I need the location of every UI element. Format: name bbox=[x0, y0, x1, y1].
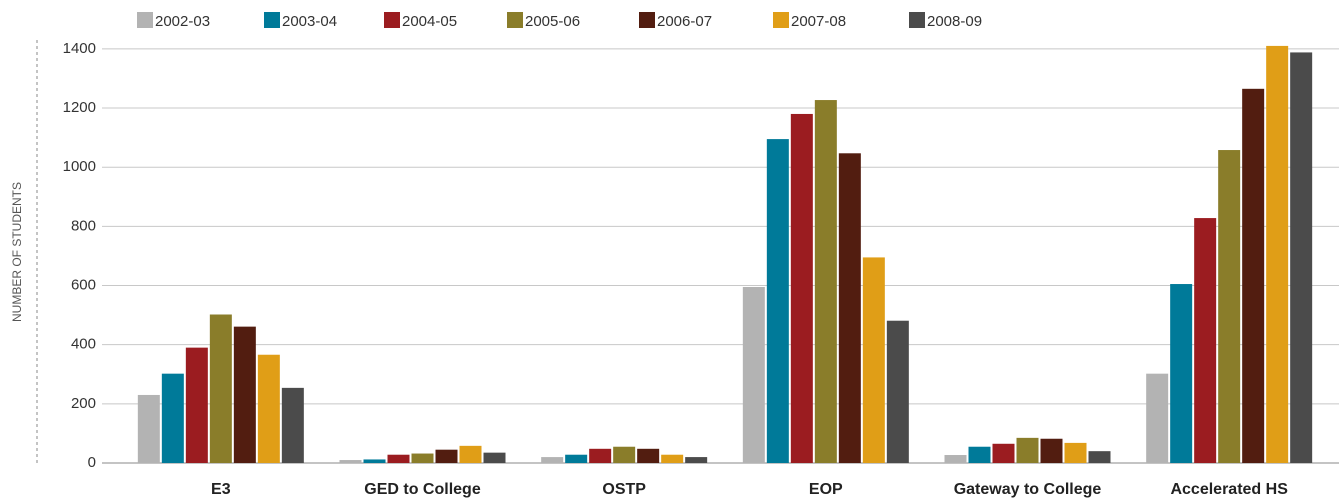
bar bbox=[1218, 150, 1241, 463]
y-tick-label: 200 bbox=[71, 395, 96, 412]
bar bbox=[363, 459, 386, 463]
bar bbox=[968, 446, 991, 463]
legend-label: 2006-07 bbox=[657, 13, 712, 30]
legend-label: 2007-08 bbox=[791, 13, 846, 30]
legend-label: 2008-09 bbox=[927, 13, 982, 30]
bar bbox=[1290, 52, 1313, 464]
x-tick-label: OSTP bbox=[602, 481, 646, 498]
bar bbox=[541, 457, 564, 463]
bar bbox=[1170, 284, 1193, 463]
bar bbox=[1194, 218, 1217, 463]
bar bbox=[1146, 373, 1169, 463]
bar bbox=[565, 454, 588, 463]
x-tick-label: GED to College bbox=[364, 481, 481, 498]
legend-swatch bbox=[909, 12, 925, 28]
bar bbox=[838, 153, 861, 463]
legend-swatch bbox=[384, 12, 400, 28]
legend-label: 2002-03 bbox=[155, 13, 210, 30]
y-tick-label: 800 bbox=[71, 217, 96, 234]
legend-label: 2005-06 bbox=[525, 13, 580, 30]
bar bbox=[483, 452, 506, 463]
bar bbox=[637, 448, 660, 463]
bar bbox=[137, 394, 160, 463]
bar bbox=[1040, 438, 1063, 463]
bar bbox=[814, 100, 837, 463]
y-tick-label: 400 bbox=[71, 336, 96, 353]
y-tick-label: 0 bbox=[88, 454, 96, 471]
bar bbox=[411, 453, 434, 463]
legend-swatch bbox=[137, 12, 153, 28]
legend-swatch bbox=[507, 12, 523, 28]
bar bbox=[161, 373, 184, 463]
bar bbox=[589, 448, 612, 463]
bar bbox=[459, 445, 482, 463]
bar bbox=[257, 354, 280, 463]
bar bbox=[339, 460, 362, 463]
x-tick-label: Accelerated HS bbox=[1170, 481, 1288, 498]
bar bbox=[613, 446, 636, 463]
y-tick-label: 1200 bbox=[63, 99, 96, 116]
x-tick-label: EOP bbox=[809, 481, 843, 498]
bar bbox=[1016, 437, 1039, 463]
bar bbox=[387, 454, 410, 463]
bar bbox=[862, 257, 885, 463]
bar bbox=[1242, 88, 1265, 464]
bar bbox=[209, 314, 232, 463]
bar bbox=[944, 455, 967, 463]
bar bbox=[435, 449, 458, 463]
y-tick-label: 600 bbox=[71, 276, 96, 293]
bar bbox=[685, 457, 708, 463]
bar bbox=[281, 387, 304, 463]
y-axis-title: NUMBER OF STUDENTS bbox=[10, 182, 24, 322]
bar bbox=[1266, 45, 1289, 464]
y-tick-label: 1400 bbox=[63, 40, 96, 57]
legend-label: 2003-04 bbox=[282, 13, 337, 30]
bar bbox=[742, 286, 765, 463]
x-tick-label: E3 bbox=[211, 481, 231, 498]
bar bbox=[1088, 451, 1111, 463]
bar bbox=[790, 113, 813, 463]
y-tick-label: 1000 bbox=[63, 158, 96, 175]
bar bbox=[886, 320, 909, 463]
legend-label: 2004-05 bbox=[402, 13, 457, 30]
legend-swatch bbox=[639, 12, 655, 28]
bar bbox=[185, 347, 208, 463]
bar bbox=[661, 454, 684, 463]
bar bbox=[766, 139, 789, 463]
x-tick-label: Gateway to College bbox=[954, 481, 1102, 498]
bar bbox=[233, 326, 256, 463]
legend-swatch bbox=[773, 12, 789, 28]
legend-swatch bbox=[264, 12, 280, 28]
bar bbox=[992, 443, 1015, 463]
bar bbox=[1064, 442, 1087, 463]
